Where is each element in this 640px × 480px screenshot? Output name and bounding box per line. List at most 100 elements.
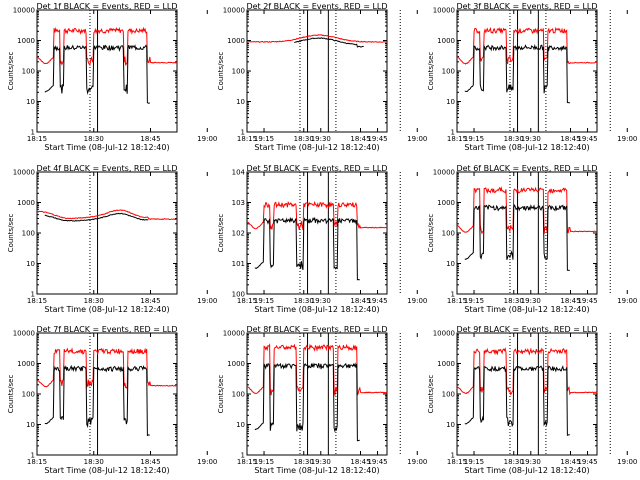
x-tick-label: 18:15 <box>237 135 257 143</box>
lld-series-line <box>456 26 597 65</box>
y-tick-label: 10 <box>446 260 455 268</box>
panel-title: Det 1f BLACK = Events, RED = LLD <box>36 2 177 11</box>
panel-title: Det 7f BLACK = Events, RED = LLD <box>36 325 177 334</box>
x-tick-label: 18:45 <box>350 297 370 305</box>
x-tick-label: 18:30 <box>294 135 314 143</box>
x-tick-label: 18:15 <box>447 458 467 466</box>
y-tick-label: 1000 <box>437 360 455 368</box>
x-tick-label: 19:00 <box>617 135 637 143</box>
y-tick-label: 100 <box>442 391 455 399</box>
panel-title: Det 8f BLACK = Events, RED = LLD <box>246 325 387 334</box>
x-tick-label: 18:30 <box>504 297 524 305</box>
y-tick-label: 1 <box>451 452 455 460</box>
y-tick-label: 100 <box>232 291 245 299</box>
y-tick-label: 10 <box>26 98 35 106</box>
y-tick-label: 1000 <box>437 199 455 207</box>
y-tick-label: 103 <box>232 199 245 207</box>
x-tick-label: 19:45 <box>367 135 387 143</box>
panel-frame <box>456 171 598 295</box>
events-series-line <box>254 362 360 442</box>
events-series-line <box>44 364 150 437</box>
y-tick-label: 100 <box>22 68 35 76</box>
x-tick-label: 19:45 <box>367 297 387 305</box>
y-tick-label: 100 <box>232 391 245 399</box>
y-tick-label: 1000 <box>227 360 245 368</box>
y-tick-label: 10000 <box>13 169 35 177</box>
x-tick-label: 19:00 <box>407 135 427 143</box>
x-tick-label: 19:00 <box>407 458 427 466</box>
x-tick-label: 18:30 <box>504 135 524 143</box>
y-tick-label: 10000 <box>13 7 35 15</box>
lld-series-line <box>456 186 598 235</box>
x-tick-label: 18:30 <box>84 458 104 466</box>
y-tick-label: 10000 <box>433 7 455 15</box>
x-tick-label: 18:30 <box>294 458 314 466</box>
panel-title: Det 4f BLACK = Events, RED = LLD <box>36 164 177 173</box>
y-tick-label: 10000 <box>13 330 35 338</box>
y-tick-label: 1 <box>31 452 35 460</box>
y-tick-label: 102 <box>232 230 245 238</box>
y-tick-label: 1 <box>31 129 35 137</box>
panel-frame <box>246 9 388 133</box>
x-tick-label: 18:15 <box>237 297 257 305</box>
x-tick-label: 19:30 <box>311 135 331 143</box>
x-tick-label: 18:15 <box>27 135 47 143</box>
events-series-line <box>464 365 570 436</box>
y-tick-label: 104 <box>232 169 246 177</box>
x-tick-label: 19:30 <box>521 297 541 305</box>
x-tick-label: 19:15 <box>464 297 484 305</box>
x-tick-label: 18:45 <box>140 135 160 143</box>
x-axis-label: Start Time (08-Jul-12 18:12:40) <box>44 143 169 152</box>
y-tick-label: 10 <box>236 98 245 106</box>
x-tick-label: 19:00 <box>407 297 427 305</box>
panel-frame <box>36 171 178 295</box>
x-tick-label: 19:15 <box>464 458 484 466</box>
y-tick-label: 1 <box>241 452 245 460</box>
y-axis-label: Counts/sec <box>217 375 225 414</box>
x-tick-label: 18:30 <box>84 297 104 305</box>
x-tick-label: 18:45 <box>560 458 580 466</box>
x-tick-label: 18:45 <box>560 297 580 305</box>
panel-title: Det 5f BLACK = Events, RED = LLD <box>246 164 387 173</box>
x-tick-label: 18:15 <box>27 458 47 466</box>
x-tick-label: 19:00 <box>617 458 637 466</box>
y-axis-label: Counts/sec <box>217 52 225 91</box>
y-tick-label: 1000 <box>17 199 35 207</box>
lld-series-line <box>246 200 388 231</box>
panel-title: Det 2f BLACK = Events, RED = LLD <box>246 2 387 11</box>
x-axis-label: Start Time (08-Jul-12 18:12:40) <box>464 305 589 314</box>
y-tick-label: 100 <box>22 391 35 399</box>
x-tick-label: 19:00 <box>197 458 217 466</box>
x-tick-label: 18:45 <box>140 297 160 305</box>
lld-series-line <box>246 343 388 396</box>
x-tick-label: 19:15 <box>254 458 274 466</box>
y-tick-label: 100 <box>22 230 35 238</box>
lld-series-line <box>36 347 178 391</box>
y-tick-label: 10 <box>446 98 455 106</box>
x-tick-label: 18:45 <box>560 135 580 143</box>
x-tick-label: 19:45 <box>577 458 597 466</box>
y-tick-label: 1000 <box>227 37 245 45</box>
y-tick-label: 1000 <box>437 37 455 45</box>
x-tick-label: 18:30 <box>294 297 314 305</box>
events-series-line <box>464 43 571 104</box>
x-tick-label: 19:30 <box>521 458 541 466</box>
panel-title: Det 6f BLACK = Events, RED = LLD <box>456 164 597 173</box>
x-axis-label: Start Time (08-Jul-12 18:12:40) <box>44 466 169 475</box>
y-axis-label: Counts/sec <box>427 375 435 414</box>
x-tick-label: 19:15 <box>254 135 274 143</box>
events-series-line <box>254 216 360 281</box>
x-axis-label: Start Time (08-Jul-12 18:12:40) <box>464 143 589 152</box>
y-tick-label: 100 <box>232 68 245 76</box>
y-tick-label: 10000 <box>223 7 245 15</box>
events-series-line <box>44 212 149 222</box>
x-tick-label: 19:30 <box>521 135 541 143</box>
x-tick-label: 18:15 <box>447 135 467 143</box>
y-tick-label: 100 <box>442 230 455 238</box>
x-axis-label: Start Time (08-Jul-12 18:12:40) <box>464 466 589 475</box>
events-series-line <box>464 204 570 271</box>
y-tick-label: 100 <box>442 68 455 76</box>
x-axis-label: Start Time (08-Jul-12 18:12:40) <box>254 305 379 314</box>
y-tick-label: 1 <box>451 291 455 299</box>
y-axis-label: Counts/sec <box>427 214 435 253</box>
